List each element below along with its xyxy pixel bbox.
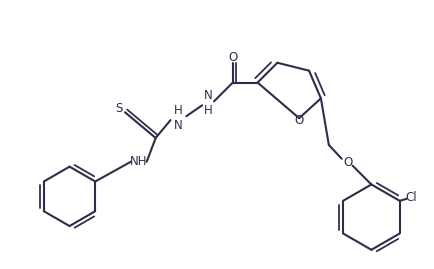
- Text: N
H: N H: [204, 89, 213, 117]
- Text: H
N: H N: [174, 104, 183, 132]
- Text: O: O: [295, 114, 304, 127]
- Text: Cl: Cl: [406, 191, 418, 204]
- Text: O: O: [343, 156, 352, 169]
- Text: O: O: [228, 51, 237, 64]
- Text: NH: NH: [130, 155, 148, 168]
- Text: S: S: [115, 102, 123, 115]
